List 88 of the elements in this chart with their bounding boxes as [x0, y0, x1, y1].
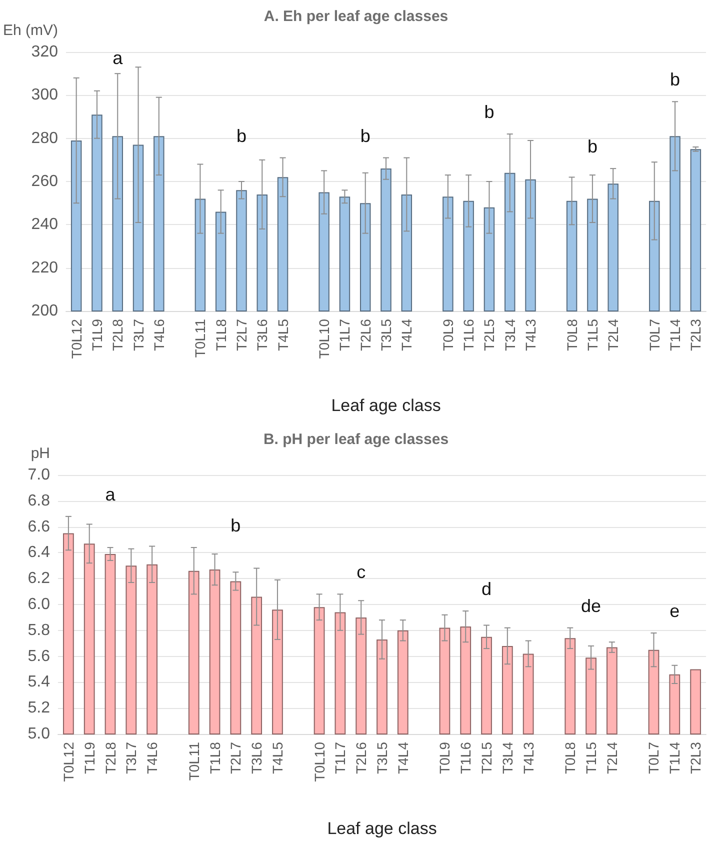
y-tick-label: 7.0: [28, 466, 50, 484]
x-tick-label: T0L7: [646, 742, 662, 774]
x-tick-label: T3L5: [378, 318, 394, 351]
x-tick-label: T0L10: [316, 318, 332, 359]
y-tick-label: 220: [31, 259, 58, 276]
annotation: b: [587, 136, 598, 157]
x-tick-label: T0L8: [564, 318, 580, 351]
y-tick-label: 6.2: [28, 570, 50, 588]
x-tick-label: T3L6: [248, 742, 265, 774]
x-tick-label: T0L11: [192, 318, 208, 358]
x-tick-label: T4L5: [274, 318, 291, 351]
y-tick-label: 240: [31, 216, 58, 234]
y-tick-label: 5.8: [28, 622, 50, 639]
x-tick-label: T1L6: [458, 742, 474, 774]
y-tick-label: 5.6: [28, 648, 50, 665]
x-tick-label: T2L8: [110, 318, 126, 351]
x-tick-label: T2L8: [102, 742, 118, 774]
x-tick-label: T2L5: [481, 318, 498, 351]
x-tick-label: T1L9: [81, 742, 98, 774]
y-tick-label: 6.4: [28, 544, 50, 562]
x-tick-label: T2L7: [228, 742, 244, 774]
x-tick-label: T1L6: [460, 318, 477, 351]
y-tick-label: 6.6: [28, 518, 50, 536]
annotation: a: [105, 484, 116, 504]
x-tick-label: T0L12: [60, 742, 76, 782]
y-tick-label: 320: [31, 44, 58, 60]
x-tick-label: T4L3: [522, 318, 539, 351]
x-tick-label: T4L3: [520, 742, 536, 774]
annotation: b: [484, 102, 494, 122]
x-tick-label: T1L7: [332, 742, 348, 774]
x-tick-label: T4L5: [269, 742, 286, 774]
x-tick-label: T1L4: [667, 318, 684, 351]
x-tick-label: T4L4: [394, 742, 411, 774]
y-tick-label: 300: [31, 86, 58, 104]
y-tick-label: 6.8: [28, 492, 50, 510]
x-tick-label: T0L11: [186, 742, 202, 781]
x-tick-label: T3L7: [123, 742, 140, 774]
annotation: b: [670, 70, 680, 90]
x-tick-label: T1L9: [88, 318, 105, 351]
x-tick-label: T3L4: [502, 318, 518, 351]
x-tick-label: T2L6: [357, 318, 374, 351]
x-tick-label: T0L10: [311, 742, 328, 782]
annotation: b: [236, 126, 246, 146]
y-tick-label: 200: [31, 302, 58, 320]
x-tick-label: T4L4: [398, 318, 415, 351]
x-tick-label: T0L9: [436, 742, 453, 774]
x-tick-label: T0L12: [68, 318, 84, 359]
y-tick-label: 260: [31, 173, 58, 190]
x-tick-label: T3L7: [130, 318, 146, 351]
x-tick-label: T1L7: [336, 318, 353, 351]
x-tick-label: T1L8: [206, 742, 223, 774]
chart-title: B. pH per leaf age classes: [263, 431, 449, 448]
annotation: a: [112, 48, 124, 68]
x-tick-label: T2L5: [478, 742, 495, 774]
x-tick-label: T1L4: [666, 742, 683, 774]
x-tick-label: T3L6: [254, 318, 270, 351]
annotation: de: [581, 596, 602, 616]
x-axis-title: Leaf age class: [331, 396, 441, 415]
x-tick-label: T4L6: [144, 742, 160, 774]
x-tick-label: T2L7: [233, 318, 250, 351]
chart-title: A. Eh per leaf age classes: [264, 8, 448, 25]
y-tick-label: 280: [31, 130, 58, 147]
y-tick-label: 6.0: [28, 596, 50, 613]
x-tick-label: T1L5: [583, 742, 600, 774]
x-tick-label: T3L5: [374, 742, 390, 774]
annotation: b: [230, 516, 241, 536]
x-tick-label: T2L4: [605, 318, 622, 351]
x-tick-label: T1L5: [584, 318, 600, 351]
x-tick-label: T2L3: [688, 318, 704, 351]
x-tick-label: T3L4: [499, 742, 516, 774]
y-tick-label: 5.2: [28, 700, 50, 717]
y-tick-label: 5.4: [28, 674, 50, 691]
x-tick-label: T2L6: [353, 742, 370, 774]
x-tick-label: T0L8: [562, 742, 578, 774]
y-axis-title: Eh (mV): [2, 22, 58, 39]
x-tick-label: T2L4: [604, 742, 620, 774]
x-axis-title: Leaf age class: [327, 819, 437, 838]
y-axis-title: pH: [30, 445, 50, 462]
annotation: e: [670, 600, 680, 621]
y-tick-label: 5.0: [28, 726, 50, 742]
annotation: d: [482, 578, 492, 599]
annotation: c: [356, 562, 366, 582]
x-tick-label: T0L7: [646, 318, 662, 351]
annotation: b: [360, 126, 370, 146]
x-tick-label: T0L9: [440, 318, 456, 351]
x-tick-label: T1L8: [212, 318, 229, 351]
x-tick-label: T4L6: [150, 318, 167, 351]
x-tick-label: T2L3: [688, 742, 704, 774]
